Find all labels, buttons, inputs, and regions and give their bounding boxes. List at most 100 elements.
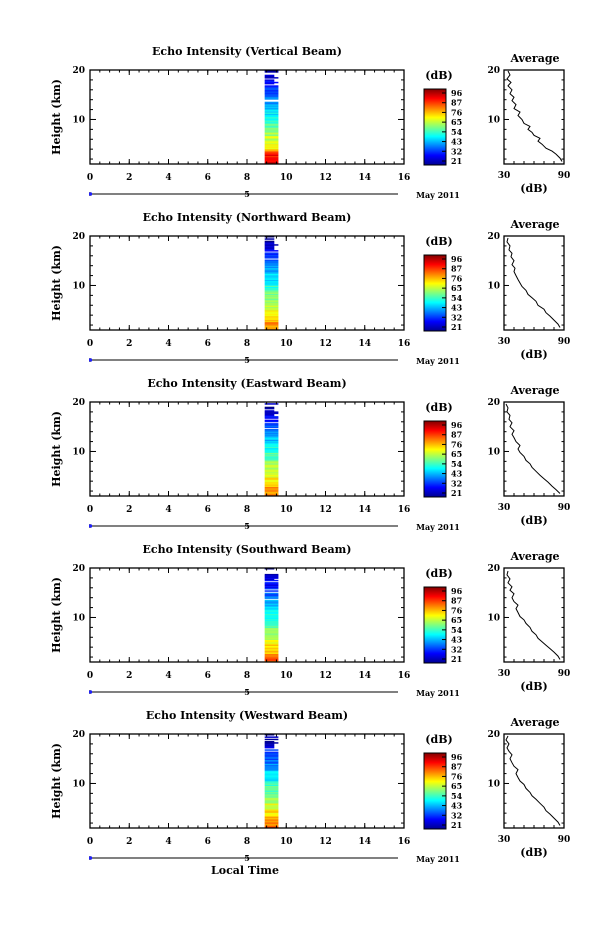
- heatmap-cell: [264, 90, 279, 92]
- x-tick-label: 2: [126, 339, 132, 349]
- heatmap-cell: [264, 445, 279, 447]
- x-tick-label: 0: [87, 173, 93, 183]
- heatmap-cell: [264, 754, 279, 756]
- heatmap-cell: [264, 431, 279, 433]
- x-tick-label: 14: [358, 339, 371, 349]
- heatmap-cell: [264, 792, 279, 795]
- heatmap-cell: [264, 457, 279, 459]
- x-tick-label: 0: [87, 339, 93, 349]
- heatmap-cell: [264, 602, 279, 604]
- heatmap-cell: [264, 808, 279, 810]
- heatmap-cell: [264, 304, 279, 306]
- heatmap-cell: [264, 789, 279, 791]
- heatmap-cell: [264, 248, 275, 251]
- heatmap-cell: [264, 284, 279, 286]
- colorbar-label: 54: [451, 293, 463, 303]
- profile-x-label: (dB): [520, 182, 547, 195]
- profile-y-tick-label: 10: [487, 115, 500, 125]
- heatmap-cell: [264, 280, 279, 283]
- heatmap-cell: [264, 625, 279, 628]
- heatmap-cell: [264, 101, 279, 104]
- heatmap-cell: [264, 599, 279, 602]
- profile-frame: [503, 733, 565, 829]
- heatmap-cell: [264, 657, 279, 659]
- colorbar-label: 21: [451, 322, 462, 332]
- heatmap-cell: [264, 266, 279, 269]
- colorbar-label: 65: [451, 449, 462, 459]
- heatmap-cell: [264, 126, 279, 128]
- y-tick-label: 10: [72, 613, 85, 623]
- y-tick-label: 20: [72, 232, 85, 242]
- panel-3: Echo Intensity (Southward Beam) 0 2 4 6 8 10 12…: [50, 543, 570, 698]
- heatmap-cell: [264, 772, 279, 775]
- profile-x-tick-label: 90: [558, 503, 571, 513]
- profile-frame: [503, 567, 565, 663]
- heatmap-cell: [264, 410, 275, 412]
- x-tick-label: 12: [319, 671, 332, 681]
- x-tick-label: 14: [358, 173, 371, 183]
- x-tick-label: 12: [319, 837, 332, 847]
- heatmap-cell: [264, 297, 279, 299]
- profile-title: Average: [509, 218, 559, 231]
- x-tick-label: 16: [398, 505, 411, 515]
- heatmap-cell: [264, 70, 279, 72]
- heatmap-cell: [264, 604, 279, 606]
- heatmap-cell: [264, 585, 279, 588]
- heatmap-cell: [264, 264, 279, 266]
- colorbar-label: 76: [451, 605, 463, 615]
- heatmap-cell: [264, 749, 279, 751]
- plot-frame: [89, 567, 405, 663]
- heatmap-cell: [264, 774, 279, 776]
- heatmap-cell: [264, 593, 279, 596]
- profile-title: Average: [509, 550, 559, 563]
- heatmap-cell: [264, 111, 279, 113]
- heatmap-cell: [264, 301, 279, 304]
- heatmap-cell: [264, 761, 279, 763]
- heatmap-cell: [264, 771, 279, 774]
- heatmap-cell: [264, 286, 279, 288]
- colorbar-label: 21: [451, 156, 462, 166]
- heatmap-cell: [264, 106, 279, 108]
- x-tick-label: 4: [165, 837, 171, 847]
- heatmap-cell: [264, 478, 279, 480]
- heatmap-cell: [264, 447, 279, 450]
- heatmap-cell: [264, 620, 279, 623]
- panel-title: Echo Intensity (Eastward Beam): [147, 377, 346, 390]
- heatmap-cell: [264, 416, 279, 418]
- profile-y-tick-label: 10: [487, 281, 500, 291]
- colorbar-label: 96: [451, 586, 463, 596]
- colorbar-label: 43: [451, 469, 463, 479]
- profile-x-tick-label: 90: [558, 171, 571, 181]
- x-tick-label: 14: [358, 671, 371, 681]
- heatmap-cell: [264, 138, 279, 140]
- heatmap-cell: [264, 412, 279, 415]
- x-tick-label: 14: [358, 505, 371, 515]
- date-label: May 2011: [416, 522, 460, 532]
- heatmap-cell: [264, 430, 279, 432]
- x-tick-label: 2: [126, 671, 132, 681]
- heatmap-cell: [264, 122, 279, 125]
- heatmap-cell: [264, 790, 279, 792]
- profile-y-tick-label: 20: [487, 730, 500, 740]
- x-tick-label: 10: [280, 173, 293, 183]
- heatmap-cell: [264, 655, 279, 657]
- heatmap-cell: [264, 573, 279, 576]
- date-axis-marker: [89, 690, 92, 694]
- heatmap-cell: [264, 483, 279, 485]
- date-label: May 2011: [416, 688, 460, 698]
- heatmap-cell: [264, 253, 279, 256]
- heatmap-cell: [264, 646, 279, 649]
- heatmap-cell: [264, 586, 279, 589]
- heatmap-cell: [264, 471, 279, 473]
- colorbar-label: 43: [451, 303, 463, 313]
- heatmap-cell: [264, 647, 279, 650]
- heatmap-cell: [264, 135, 279, 138]
- profile-y-tick-label: 10: [487, 779, 500, 789]
- heatmap-cell: [264, 757, 279, 759]
- profile-title: Average: [509, 716, 559, 729]
- date-tick-label: 5: [244, 687, 250, 697]
- profile-line: [505, 403, 561, 494]
- heatmap-cell: [264, 635, 279, 637]
- heatmap-cell: [264, 121, 279, 124]
- heatmap-cell: [264, 804, 279, 806]
